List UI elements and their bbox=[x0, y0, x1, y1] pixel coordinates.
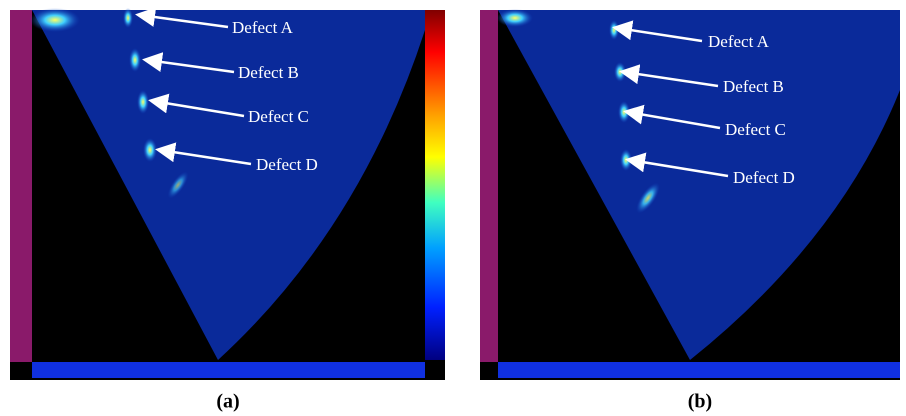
colorbar bbox=[425, 10, 445, 360]
defect-echo bbox=[123, 8, 133, 28]
bottom-bar bbox=[498, 362, 900, 378]
defect-echo bbox=[143, 138, 157, 162]
panel-a: Defect A Defect B Defect C Defect D (a) bbox=[10, 8, 445, 413]
annotation: Defect C bbox=[248, 107, 309, 126]
near-field bbox=[497, 9, 533, 27]
panel-label: (b) bbox=[688, 391, 712, 413]
figure: Defect A Defect B Defect C Defect D (a) … bbox=[0, 0, 906, 416]
defect-echo bbox=[609, 20, 619, 40]
bottom-bar bbox=[32, 362, 425, 378]
annotation: Defect C bbox=[725, 120, 786, 139]
near-field bbox=[30, 8, 80, 32]
annotation: Defect B bbox=[238, 63, 299, 82]
annotation: Defect A bbox=[232, 18, 294, 37]
annotation: Defect D bbox=[256, 155, 318, 174]
annotation: Defect B bbox=[723, 77, 784, 96]
annotation: Defect D bbox=[733, 168, 795, 187]
panel-label: (a) bbox=[216, 391, 239, 413]
side-bar bbox=[10, 10, 32, 362]
annotation: Defect A bbox=[708, 32, 770, 51]
defect-echo bbox=[137, 90, 149, 114]
defect-echo bbox=[129, 48, 141, 72]
panel-b: Defect A Defect B Defect C Defect D (b) bbox=[480, 9, 900, 413]
side-bar bbox=[480, 10, 498, 362]
